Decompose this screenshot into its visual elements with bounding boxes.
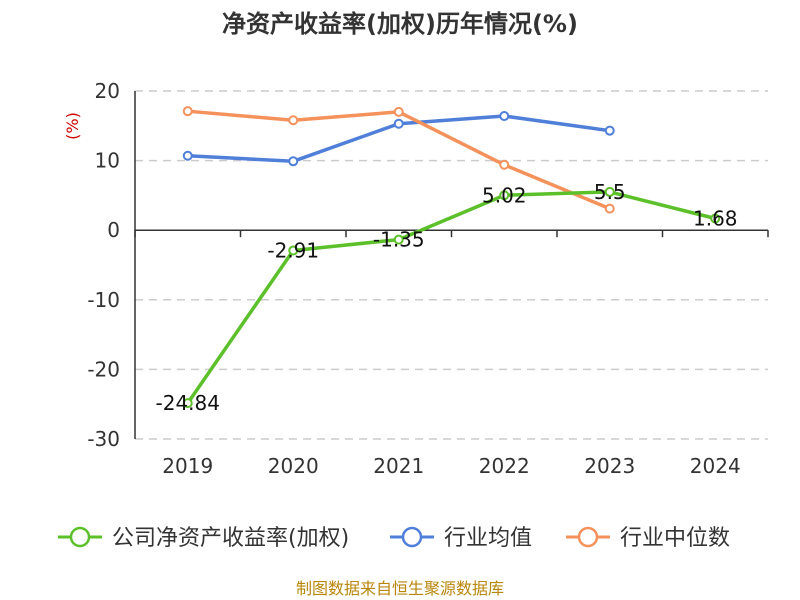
data-label: 1.68	[693, 207, 738, 231]
data-label: -2.91	[267, 238, 319, 262]
data-point	[182, 398, 193, 409]
x-tick-label: 2020	[268, 454, 319, 478]
data-label: -24.84	[156, 391, 220, 415]
data-point	[604, 203, 615, 214]
legend-label: 公司净资产收益率(加权)	[112, 526, 349, 551]
data-point	[604, 186, 615, 197]
data-point	[393, 118, 404, 129]
legend-marker	[69, 526, 91, 548]
data-labels: -24.84 -2.91 -1.35 5.02 5.5 1.68	[156, 180, 738, 415]
data-point	[499, 111, 510, 122]
chart-title: 净资产收益率(加权)历年情况(%)	[222, 10, 578, 38]
y-tick-label: 20	[95, 79, 120, 103]
x-tick-label: 2024	[690, 454, 741, 478]
series-group	[182, 106, 721, 409]
legend-marker	[401, 526, 423, 548]
data-point	[604, 125, 615, 136]
data-point	[393, 106, 404, 117]
gridlines	[135, 90, 768, 440]
data-label: 5.02	[482, 183, 527, 207]
y-axis-unit: (%)	[63, 112, 82, 140]
data-point	[288, 245, 299, 256]
data-point	[288, 156, 299, 167]
data-point	[288, 115, 299, 126]
legend-marker	[577, 526, 599, 548]
legend-label: 行业均值	[444, 526, 532, 551]
axes: 20 10 0 -10 -20 -30 2019 2020 2021 2022 2023 2024	[87, 79, 769, 478]
data-label: -1.35	[373, 228, 425, 252]
data-point	[499, 159, 510, 170]
y-tick-label: 0	[107, 218, 120, 242]
series-line	[186, 190, 717, 405]
y-tick-label: 10	[95, 149, 120, 173]
data-point	[499, 190, 510, 201]
data-point	[182, 106, 193, 117]
x-tick-label: 2021	[373, 454, 424, 478]
data-label: 5.5	[594, 180, 626, 204]
data-point	[182, 150, 193, 161]
legend: 公司净资产收益率(加权) 行业均值 行业中位数	[58, 526, 730, 551]
x-tick-label: 2019	[162, 454, 213, 478]
y-tick-label: -10	[87, 288, 120, 312]
data-point	[393, 234, 404, 245]
x-tick-label: 2022	[479, 454, 530, 478]
data-point	[710, 213, 721, 224]
x-tick-label: 2023	[584, 454, 635, 478]
source-note: 制图数据来自恒生聚源数据库	[296, 579, 504, 598]
y-tick-label: -30	[87, 427, 120, 451]
y-tick-label: -20	[87, 357, 120, 381]
legend-label: 行业中位数	[620, 526, 730, 551]
